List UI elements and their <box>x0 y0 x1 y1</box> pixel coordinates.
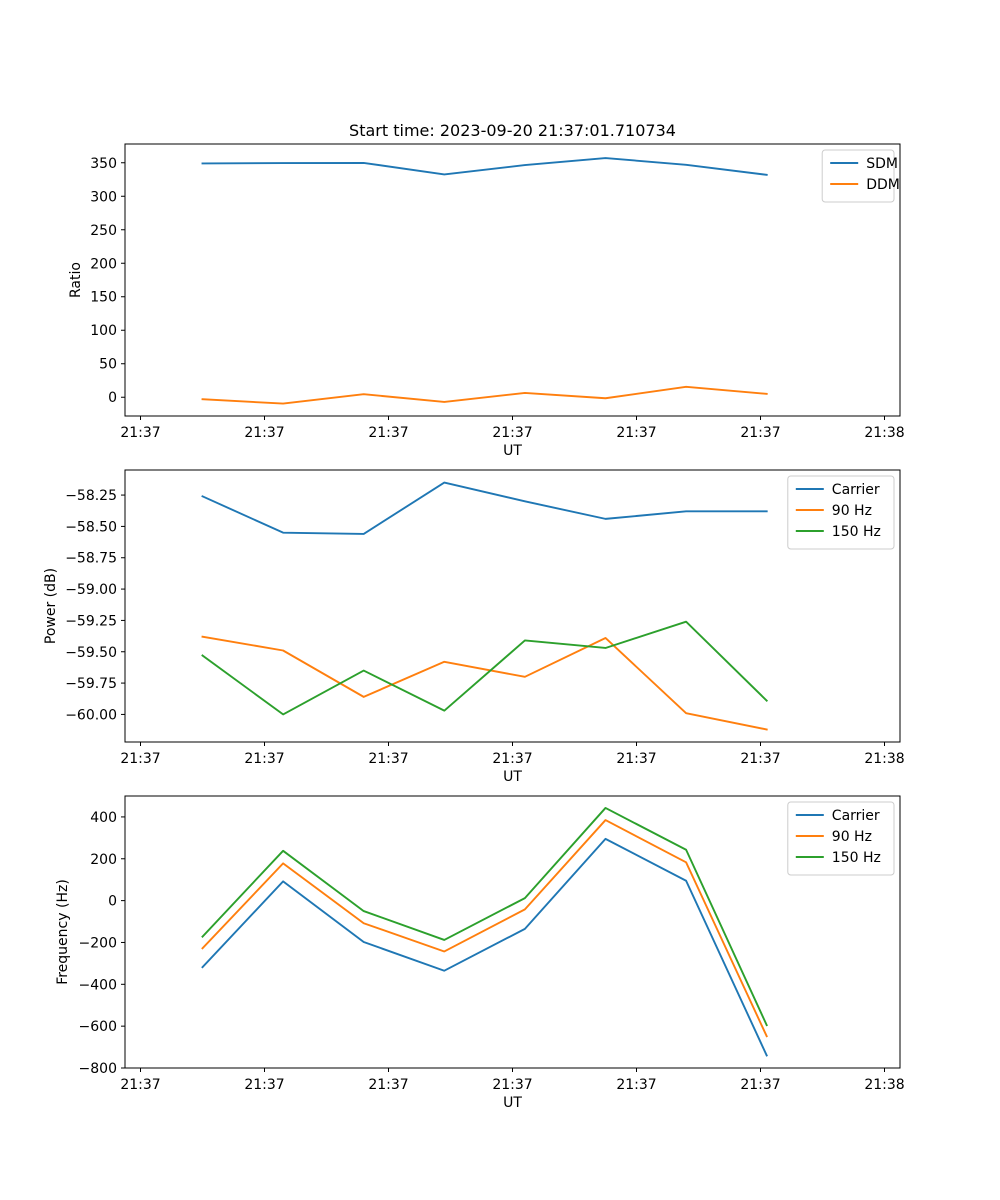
x-tick-label: 21:37 <box>244 425 284 441</box>
y-tick-label: 200 <box>90 256 117 272</box>
x-axis-label: UT <box>503 443 522 459</box>
series-line-150-hz <box>201 806 768 1027</box>
subplot-1: 21:37 21:37 21:37 21:37 21:37 21:37 21:38 0 50 10… <box>68 143 905 459</box>
y-tick-label: −58.75 <box>65 551 117 567</box>
legend-entry: 90 Hz <box>832 829 872 845</box>
y-tick-label: −59.75 <box>65 676 117 692</box>
series-line-ddm <box>201 385 768 405</box>
x-tick-label: 21:37 <box>740 1077 780 1093</box>
x-tick-label: 21:38 <box>864 751 904 767</box>
legend: Carrier 90 Hz 150 Hz <box>787 475 895 550</box>
series-line-carrier <box>201 481 768 535</box>
y-axis-label: Power (dB) <box>43 568 59 644</box>
legend-entry: 150 Hz <box>832 524 881 540</box>
y-tick-label: 0 <box>108 894 117 910</box>
y-tick-label: 300 <box>90 189 117 205</box>
y-tick-label: 400 <box>90 810 117 826</box>
y-tick-label: 350 <box>90 156 117 172</box>
legend-entry: Carrier <box>832 808 880 824</box>
y-tick-label: 200 <box>90 852 117 868</box>
x-tick-label: 21:37 <box>616 1077 656 1093</box>
y-tick-label: −59.50 <box>65 645 117 661</box>
y-tick-label: −58.50 <box>65 519 117 535</box>
x-tick-label: 21:37 <box>120 751 160 767</box>
x-tick-label: 21:37 <box>616 425 656 441</box>
legend-entry: 90 Hz <box>832 503 872 519</box>
series-line-carrier <box>201 837 768 1057</box>
series-line-150-hz <box>201 620 769 716</box>
y-tick-label: 50 <box>99 357 117 373</box>
y-tick-label: 0 <box>108 390 117 406</box>
x-tick-label: 21:37 <box>244 751 284 767</box>
figure-title: Start time: 2023-09-20 21:37:01.710734 <box>349 121 676 140</box>
x-tick-label: 21:37 <box>492 425 532 441</box>
x-tick-label: 21:37 <box>244 1077 284 1093</box>
y-axis-label: Frequency (Hz) <box>55 879 71 985</box>
x-axis-label: UT <box>503 1095 522 1111</box>
series-line-90-hz <box>201 819 768 1038</box>
y-tick-label: −400 <box>79 977 117 993</box>
x-tick-label: 21:37 <box>740 751 780 767</box>
x-tick-label: 21:38 <box>864 1077 904 1093</box>
y-tick-label: −59.25 <box>65 613 117 629</box>
x-tick-label: 21:37 <box>368 751 408 767</box>
series-line-sdm <box>201 157 768 176</box>
legend: SDM DDM <box>821 149 900 203</box>
x-tick-label: 21:37 <box>492 751 532 767</box>
x-tick-label: 21:37 <box>740 425 780 441</box>
legend-entry: SDM <box>866 156 898 172</box>
subplots: 21:37 21:37 21:37 21:37 21:37 21:37 21:38 0 50 10… <box>43 143 905 1111</box>
subplot-3: 21:37 21:37 21:37 21:37 21:37 21:37 21:38 −800 −… <box>55 795 905 1111</box>
x-tick-label: 21:38 <box>864 425 904 441</box>
x-axis-label: UT <box>503 769 522 785</box>
y-tick-label: −58.25 <box>65 488 117 504</box>
y-tick-label: −59.00 <box>65 582 117 598</box>
legend-entry: 150 Hz <box>832 850 881 866</box>
y-tick-label: −200 <box>79 935 117 951</box>
x-tick-label: 21:37 <box>368 1077 408 1093</box>
y-tick-label: 150 <box>90 290 117 306</box>
x-tick-label: 21:37 <box>616 751 656 767</box>
subplot-2: 21:37 21:37 21:37 21:37 21:37 21:37 21:38 −60.0… <box>43 469 905 785</box>
x-tick-label: 21:37 <box>492 1077 532 1093</box>
x-tick-label: 21:37 <box>120 1077 160 1093</box>
y-tick-label: 100 <box>90 323 117 339</box>
legend-entry: Carrier <box>832 482 880 498</box>
legend-entry: DDM <box>866 177 900 193</box>
x-tick-label: 21:37 <box>120 425 160 441</box>
y-tick-label: −800 <box>79 1061 117 1077</box>
y-tick-label: 250 <box>90 223 117 239</box>
x-tick-label: 21:37 <box>368 425 408 441</box>
y-tick-label: −60.00 <box>65 707 117 723</box>
series-line-90-hz <box>201 635 768 731</box>
y-axis-label: Ratio <box>68 262 84 298</box>
legend: Carrier 90 Hz 150 Hz <box>787 801 895 876</box>
y-tick-label: −600 <box>79 1019 117 1035</box>
